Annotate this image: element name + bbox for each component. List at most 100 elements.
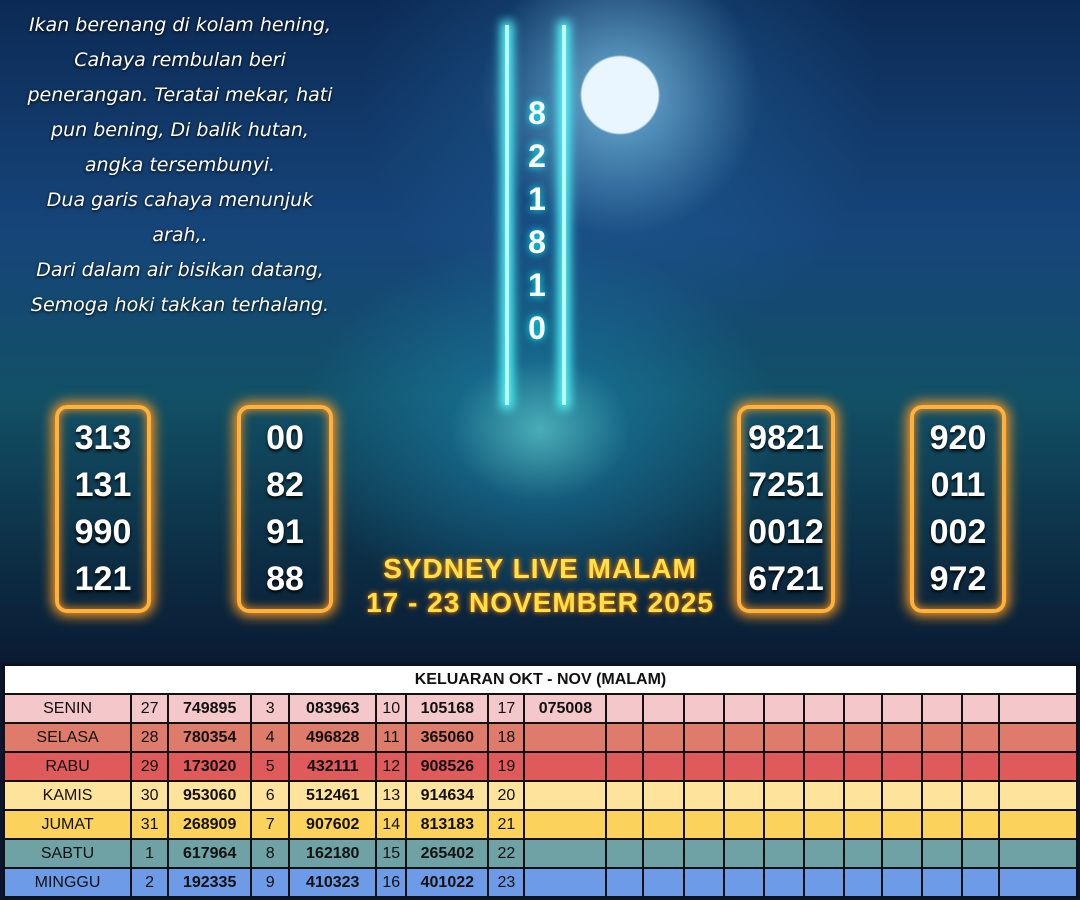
panel-number: 7251	[748, 466, 824, 504]
result-cell: 496828	[288, 722, 378, 753]
date-cell: 14	[375, 809, 408, 840]
date-cell: 1	[130, 838, 170, 869]
result-cell: 192335	[167, 867, 253, 898]
empty-cell	[920, 780, 963, 811]
table-row: SELASA 28 780354 4 496828 11 365060 18	[2, 722, 1079, 753]
empty-cell	[722, 722, 765, 753]
result-cell	[523, 867, 608, 898]
empty-cell	[880, 693, 923, 724]
poem-line: Semoga hoki takkan terhalang.	[30, 294, 330, 316]
result-cell: 105168	[405, 693, 490, 724]
result-cell	[523, 838, 608, 869]
result-cell: 083963	[288, 693, 378, 724]
empty-cell	[762, 867, 805, 898]
panel-number: 990	[74, 513, 132, 551]
empty-cell	[802, 838, 845, 869]
empty-cell	[722, 867, 765, 898]
empty-cell	[997, 693, 1079, 724]
result-cell: 265402	[405, 838, 490, 869]
vertical-digit: 2	[528, 138, 546, 174]
empty-cell	[605, 867, 645, 898]
empty-cell	[605, 693, 645, 724]
empty-cell	[762, 693, 805, 724]
empty-cell	[605, 838, 645, 869]
result-cell: 512461	[288, 780, 378, 811]
panel-number: 00	[266, 419, 304, 457]
date-cell: 8	[250, 838, 291, 869]
date-cell: 7	[250, 809, 291, 840]
empty-cell	[960, 780, 1000, 811]
day-cell: SENIN	[2, 693, 133, 724]
empty-cell	[960, 809, 1000, 840]
empty-cell	[722, 838, 765, 869]
result-cell: 410323	[288, 867, 378, 898]
date-cell: 22	[487, 838, 526, 869]
result-cell: 914634	[405, 780, 490, 811]
empty-cell	[920, 809, 963, 840]
panel-number: 972	[929, 560, 987, 598]
results-table: KELUARAN OKT - NOV (MALAM) SENIN 27 749895 3…	[2, 664, 1079, 898]
result-cell: 813183	[405, 809, 490, 840]
empty-cell	[802, 751, 845, 782]
empty-cell	[997, 722, 1079, 753]
empty-cell	[880, 867, 923, 898]
empty-cell	[722, 809, 765, 840]
empty-cell	[642, 722, 685, 753]
empty-cell	[997, 867, 1079, 898]
table-row: KAMIS 30 953060 6 512461 13 914634 20	[2, 780, 1079, 811]
result-cell: 173020	[167, 751, 253, 782]
empty-cell	[997, 838, 1079, 869]
poem: Ikan berenang di kolam hening, Cahaya rem…	[10, 8, 350, 323]
result-cell: 908526	[405, 751, 490, 782]
empty-cell	[842, 693, 883, 724]
event-title: SYDNEY LIVE MALAM 17 - 23 NOVEMBER 2025	[340, 552, 740, 620]
empty-cell	[682, 809, 725, 840]
empty-cell	[960, 751, 1000, 782]
date-cell: 5	[250, 751, 291, 782]
date-cell: 21	[487, 809, 526, 840]
date-cell: 28	[130, 722, 170, 753]
empty-cell	[682, 722, 725, 753]
result-cell: 075008	[523, 693, 608, 724]
vertical-digits: 8 2 1 8 1 0	[520, 92, 554, 350]
number-panel-3: 9821 7251 0012 6721	[737, 405, 835, 613]
empty-cell	[880, 838, 923, 869]
panel-number: 88	[266, 560, 304, 598]
vertical-digit: 8	[528, 95, 546, 131]
panel-number: 91	[266, 513, 304, 551]
empty-cell	[605, 751, 645, 782]
empty-cell	[997, 751, 1079, 782]
empty-cell	[642, 867, 685, 898]
table-row: SABTU 1 617964 8 162180 15 265402 22	[2, 838, 1079, 869]
poem-line: penerangan. Teratai mekar, hati	[27, 84, 333, 106]
empty-cell	[682, 751, 725, 782]
date-cell: 19	[487, 751, 526, 782]
table-row: MINGGU 2 192335 9 410323 16 401022 23	[2, 867, 1079, 898]
date-cell: 15	[375, 838, 408, 869]
panel-number: 0012	[748, 513, 824, 551]
number-panel-2: 00 82 91 88	[237, 405, 333, 613]
empty-cell	[920, 751, 963, 782]
empty-cell	[762, 780, 805, 811]
empty-cell	[682, 838, 725, 869]
date-cell: 10	[375, 693, 408, 724]
date-cell: 23	[487, 867, 526, 898]
table-row: SENIN 27 749895 3 083963 10 105168 17 075008	[2, 693, 1079, 724]
empty-cell	[997, 809, 1079, 840]
empty-cell	[802, 693, 845, 724]
empty-cell	[642, 809, 685, 840]
empty-cell	[722, 693, 765, 724]
result-cell	[523, 780, 608, 811]
empty-cell	[880, 751, 923, 782]
date-cell: 27	[130, 693, 170, 724]
vertical-digit: 8	[528, 224, 546, 260]
date-cell: 18	[487, 722, 526, 753]
date-cell: 3	[250, 693, 291, 724]
artwork-banner: Ikan berenang di kolam hening, Cahaya rem…	[0, 0, 1080, 662]
date-cell: 4	[250, 722, 291, 753]
date-cell: 2	[130, 867, 170, 898]
empty-cell	[960, 693, 1000, 724]
day-cell: SELASA	[2, 722, 133, 753]
panel-number: 82	[266, 466, 304, 504]
empty-cell	[920, 693, 963, 724]
